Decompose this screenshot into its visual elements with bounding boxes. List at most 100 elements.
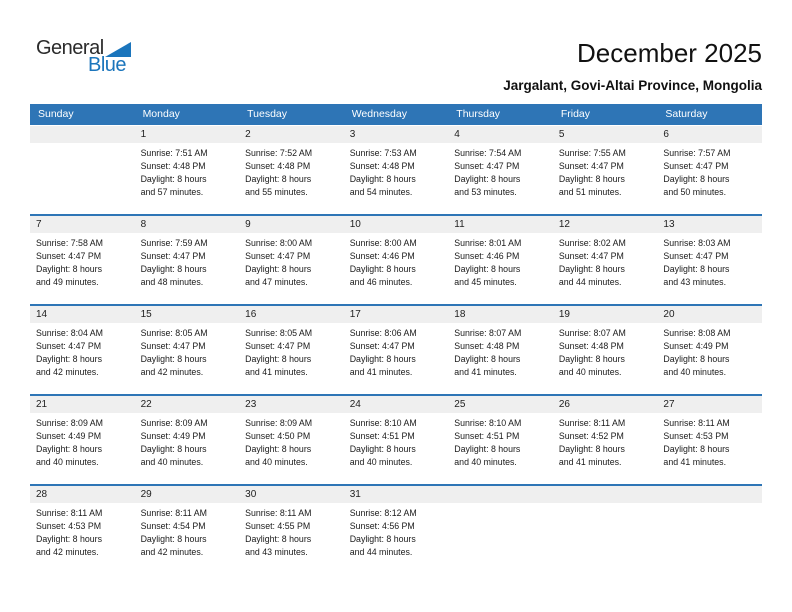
day-cell-3: 3 Sunrise: 7:53 AM Sunset: 4:48 PM Daylight…: [343, 126, 449, 214]
daylight-text-line1: Daylight: 8 hours: [36, 444, 103, 454]
sunset-text: Sunset: 4:47 PM: [663, 161, 729, 171]
calendar-table: Sunday Monday Tuesday Wednesday Thursday…: [30, 104, 762, 574]
sunset-text: Sunset: 4:47 PM: [36, 251, 102, 261]
daylight-text-line1: Daylight: 8 hours: [454, 354, 521, 364]
day-cell-empty: [448, 486, 553, 574]
day-number: 5: [552, 126, 658, 143]
logo-word-general: General: [36, 37, 104, 59]
weekday-saturday: Saturday: [665, 108, 708, 120]
sunset-text: Sunset: 4:47 PM: [663, 251, 729, 261]
sunrise-text: Sunrise: 8:01 AM: [454, 238, 522, 248]
day-number: 4: [448, 126, 553, 143]
sunset-text: Sunset: 4:48 PM: [245, 161, 311, 171]
day-cell-19: 19 Sunrise: 8:07 AM Sunset: 4:48 PM Dayligh…: [552, 306, 658, 394]
weekday-sunday: Sunday: [38, 108, 74, 120]
general-blue-logo: General Blue: [36, 38, 131, 75]
daylight-text-line2: and 40 minutes.: [558, 367, 622, 377]
daylight-text-line1: Daylight: 8 hours: [349, 174, 416, 184]
sunset-text: Sunset: 4:48 PM: [349, 161, 415, 171]
day-cell-23: 23 Sunrise: 8:09 AM Sunset: 4:50 PM Dayligh…: [239, 396, 344, 484]
daylight-text-line1: Daylight: 8 hours: [349, 534, 416, 544]
calendar-month-title: December 2025: [577, 38, 762, 68]
day-cell-11: 11 Sunrise: 8:01 AM Sunset: 4:46 PM Dayligh…: [448, 216, 553, 304]
sunrise-text: Sunrise: 8:03 AM: [663, 238, 731, 248]
daylight-text-line1: Daylight: 8 hours: [349, 444, 416, 454]
weekday-friday: Friday: [560, 108, 591, 120]
day-cell-empty: [30, 126, 135, 214]
day-number: 22: [134, 396, 240, 413]
daylight-text-line1: Daylight: 8 hours: [454, 444, 521, 454]
daylight-text-line2: and 53 minutes.: [454, 187, 517, 197]
daylight-text-line2: and 49 minutes.: [36, 277, 99, 287]
day-cell-21: 21 Sunrise: 8:09 AM Sunset: 4:49 PM Dayligh…: [30, 396, 135, 484]
daylight-text-line1: Daylight: 8 hours: [245, 444, 312, 454]
sunrise-text: Sunrise: 8:07 AM: [454, 328, 522, 338]
logo-triangle-icon: [104, 42, 131, 57]
daylight-text-line2: and 41 minutes.: [245, 367, 308, 377]
day-cell-24: 24 Sunrise: 8:10 AM Sunset: 4:51 PM Dayligh…: [343, 396, 449, 484]
day-number: 13: [657, 216, 762, 233]
daylight-text-line1: Daylight: 8 hours: [140, 354, 207, 364]
sunrise-text: Sunrise: 7:58 AM: [36, 238, 103, 248]
daylight-text-line2: and 48 minutes.: [140, 277, 204, 287]
sunrise-text: Sunrise: 8:08 AM: [663, 328, 731, 338]
sunset-text: Sunset: 4:47 PM: [454, 161, 520, 171]
day-cell-empty: [552, 486, 658, 574]
calendar-location-subtitle: Jargalant, Govi-Altai Province, Mongolia: [503, 78, 762, 93]
sunset-text: Sunset: 4:50 PM: [245, 431, 311, 441]
day-cell-12: 12 Sunrise: 8:02 AM Sunset: 4:47 PM Dayligh…: [552, 216, 658, 304]
sunrise-text: Sunrise: 8:09 AM: [245, 418, 313, 428]
daylight-text-line2: and 44 minutes.: [349, 547, 413, 557]
sunset-text: Sunset: 4:47 PM: [245, 341, 311, 351]
daylight-text-line1: Daylight: 8 hours: [140, 534, 207, 544]
sunset-text: Sunset: 4:51 PM: [349, 431, 415, 441]
sunrise-text: Sunrise: 7:55 AM: [558, 148, 626, 158]
sunset-text: Sunset: 4:53 PM: [36, 521, 102, 531]
day-cell-4: 4 Sunrise: 7:54 AM Sunset: 4:47 PM Daylight…: [448, 126, 553, 214]
daylight-text-line1: Daylight: 8 hours: [349, 354, 416, 364]
week-row-5: 28 Sunrise: 8:11 AM Sunset: 4:53 PM Dayligh…: [30, 484, 762, 574]
day-cell-22: 22 Sunrise: 8:09 AM Sunset: 4:49 PM Dayligh…: [134, 396, 240, 484]
sunset-text: Sunset: 4:47 PM: [140, 251, 206, 261]
sunrise-text: Sunrise: 8:11 AM: [140, 508, 207, 518]
daylight-text-line1: Daylight: 8 hours: [663, 354, 730, 364]
day-number: 31: [343, 486, 449, 503]
day-number: [448, 486, 553, 503]
sunrise-text: Sunrise: 8:09 AM: [36, 418, 103, 428]
day-number: 11: [448, 216, 553, 233]
title-block: December 2025 Jargalant, Govi-Altai Prov…: [262, 38, 762, 93]
weekday-wednesday: Wednesday: [351, 108, 407, 120]
day-number: [552, 486, 658, 503]
sunrise-text: Sunrise: 8:06 AM: [349, 328, 417, 338]
daylight-text-line1: Daylight: 8 hours: [558, 174, 625, 184]
daylight-text-line1: Daylight: 8 hours: [36, 354, 103, 364]
day-number: [657, 486, 762, 503]
sunrise-text: Sunrise: 8:05 AM: [245, 328, 313, 338]
daylight-text-line2: and 40 minutes.: [245, 457, 308, 467]
day-cell-13: 13 Sunrise: 8:03 AM Sunset: 4:47 PM Dayligh…: [657, 216, 762, 304]
day-cell-10: 10 Sunrise: 8:00 AM Sunset: 4:46 PM Dayligh…: [343, 216, 449, 304]
daylight-text-line2: and 42 minutes.: [36, 547, 99, 557]
day-number: 15: [134, 306, 240, 323]
sunset-text: Sunset: 4:49 PM: [36, 431, 102, 441]
sunset-text: Sunset: 4:48 PM: [140, 161, 206, 171]
day-cell-5: 5 Sunrise: 7:55 AM Sunset: 4:47 PM Daylight…: [552, 126, 658, 214]
daylight-text-line1: Daylight: 8 hours: [663, 174, 730, 184]
day-number: 14: [30, 306, 135, 323]
daylight-text-line2: and 40 minutes.: [140, 457, 204, 467]
daylight-text-line1: Daylight: 8 hours: [558, 354, 625, 364]
daylight-text-line2: and 42 minutes.: [36, 367, 99, 377]
sunrise-text: Sunrise: 7:51 AM: [140, 148, 208, 158]
daylight-text-line2: and 47 minutes.: [245, 277, 308, 287]
daylight-text-line1: Daylight: 8 hours: [245, 354, 312, 364]
daylight-text-line1: Daylight: 8 hours: [663, 264, 730, 274]
daylight-text-line2: and 54 minutes.: [349, 187, 413, 197]
day-cell-18: 18 Sunrise: 8:07 AM Sunset: 4:48 PM Dayligh…: [448, 306, 553, 394]
daylight-text-line2: and 41 minutes.: [454, 367, 517, 377]
daylight-text-line1: Daylight: 8 hours: [454, 264, 521, 274]
day-number: [30, 126, 135, 143]
daylight-text-line2: and 50 minutes.: [663, 187, 727, 197]
week-row-1: 1 Sunrise: 7:51 AM Sunset: 4:48 PM Daylight…: [30, 125, 762, 214]
daylight-text-line1: Daylight: 8 hours: [454, 174, 521, 184]
day-cell-1: 1 Sunrise: 7:51 AM Sunset: 4:48 PM Daylight…: [134, 126, 240, 214]
